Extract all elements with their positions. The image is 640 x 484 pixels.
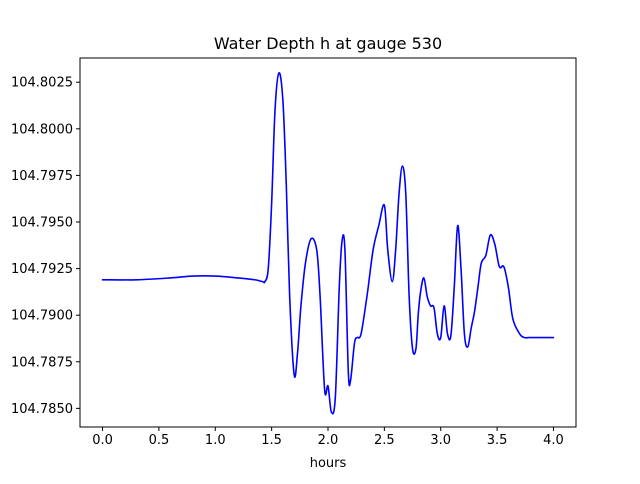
plot-area	[80, 58, 576, 427]
x-axis: 0.0 0.5 1.0 1.5 2.0 2.5 3.0 3.5 4.0	[92, 427, 564, 448]
x-tick-label: 3.5	[487, 433, 508, 448]
y-tick-label: 104.8000	[11, 122, 73, 137]
y-tick-label: 104.7925	[11, 262, 73, 277]
y-tick-label: 104.7900	[11, 309, 73, 324]
x-tick-label: 2.5	[374, 433, 395, 448]
series-line-0	[101, 72, 555, 415]
x-tick-label: 3.0	[430, 433, 451, 448]
x-tick-label: 4.0	[543, 433, 564, 448]
x-tick-label: 2.0	[318, 433, 339, 448]
chart-title: Water Depth h at gauge 530	[214, 34, 442, 53]
x-axis-label: hours	[310, 456, 347, 471]
x-tick-label: 1.5	[261, 433, 282, 448]
y-axis: 104.7850 104.7875 104.7900 104.7925 104.7950…	[11, 76, 80, 417]
y-tick-label: 104.7975	[11, 169, 73, 184]
y-tick-label: 104.7875	[11, 355, 73, 370]
x-tick-label: 0.0	[92, 433, 113, 448]
x-tick-label: 1.0	[205, 433, 226, 448]
y-tick-label: 104.7850	[11, 402, 73, 417]
y-tick-label: 104.8025	[11, 76, 73, 91]
x-tick-label: 0.5	[149, 433, 170, 448]
y-tick-label: 104.7950	[11, 216, 73, 231]
series-layer	[101, 72, 555, 415]
